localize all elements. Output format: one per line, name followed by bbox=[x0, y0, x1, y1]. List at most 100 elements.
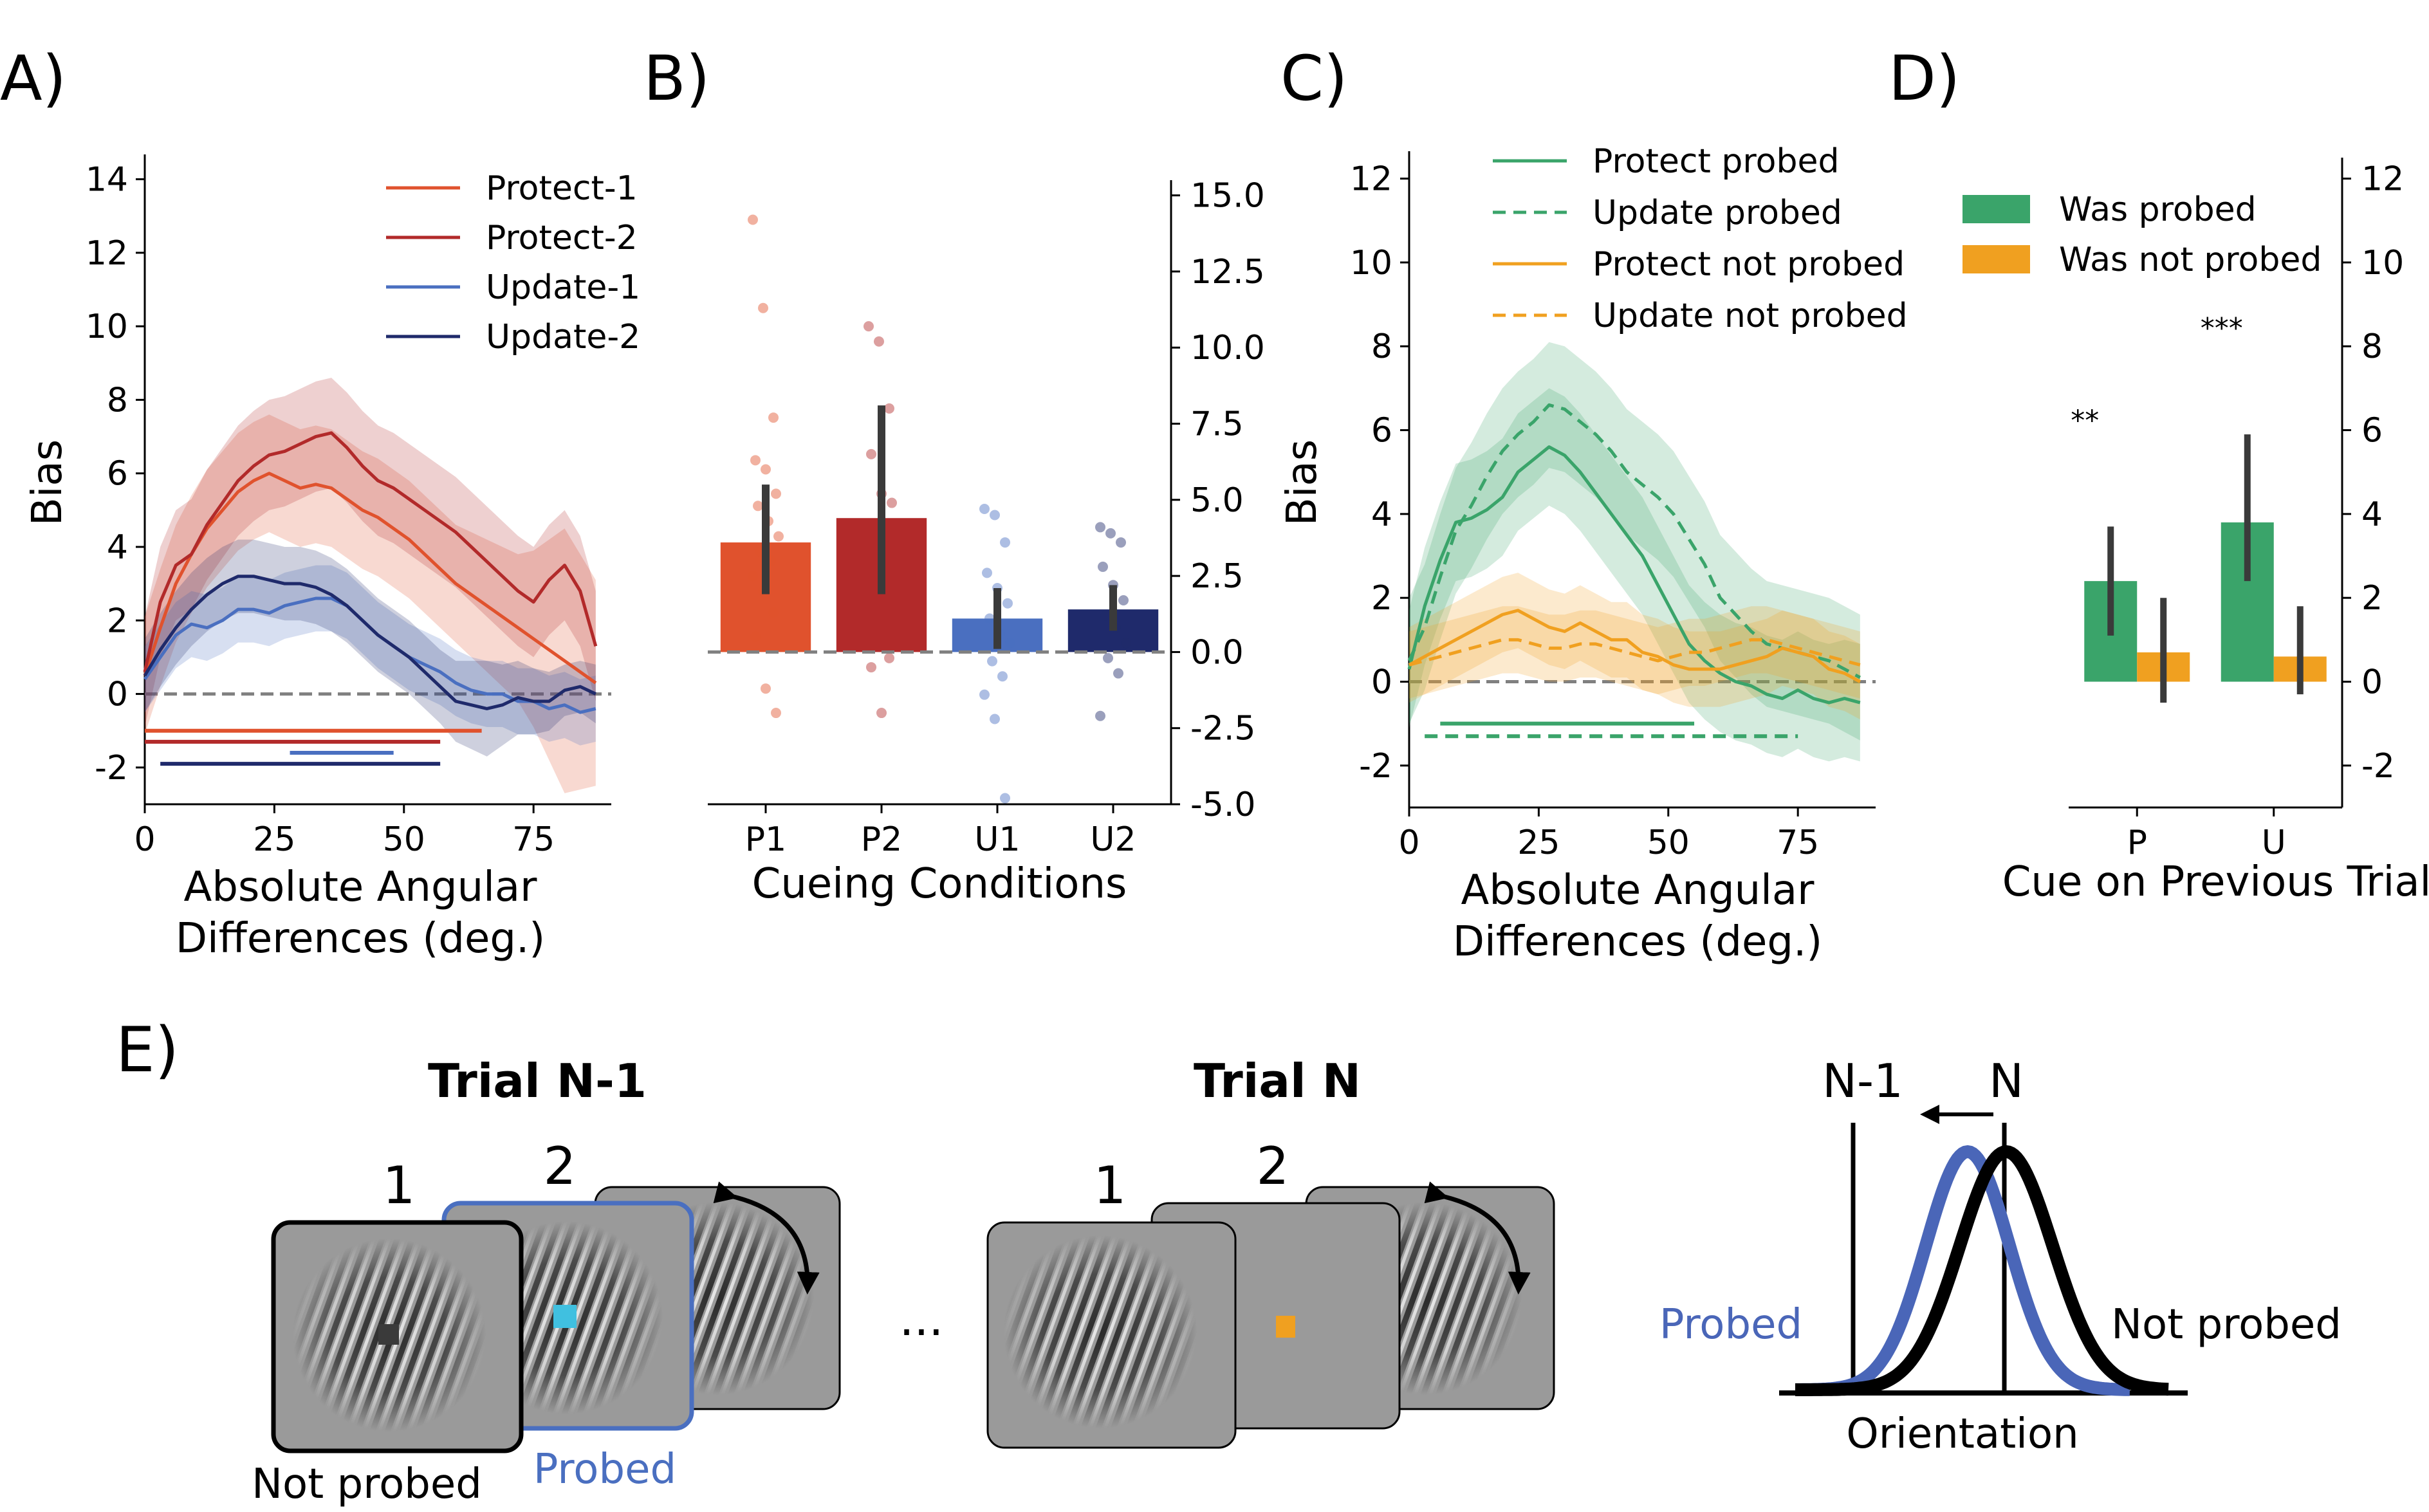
data-point bbox=[758, 302, 768, 313]
y-tick-label: 6 bbox=[1371, 412, 1392, 450]
legend-label: Update probed bbox=[1593, 194, 1842, 232]
data-point bbox=[761, 683, 771, 694]
not-probed-curve bbox=[1795, 1145, 2169, 1396]
data-point bbox=[979, 504, 990, 515]
x-tick-label: U2 bbox=[1090, 820, 1136, 859]
x-tick-label: 0 bbox=[1398, 824, 1419, 862]
ci-band bbox=[145, 414, 596, 793]
x-tick-label: U bbox=[2262, 824, 2286, 862]
ci-band bbox=[1409, 388, 1860, 762]
ci-band bbox=[1409, 342, 1860, 741]
legend-label: Was probed bbox=[2059, 190, 2257, 229]
y-tick-label: 6 bbox=[107, 455, 128, 493]
data-point bbox=[979, 689, 990, 700]
legend-label: Protect-1 bbox=[486, 169, 638, 208]
data-point bbox=[773, 531, 784, 542]
x-tick-label: P1 bbox=[745, 820, 786, 859]
x-tick-label: P2 bbox=[861, 820, 902, 859]
y-tick-label: -5.0 bbox=[1190, 786, 1255, 824]
series-line bbox=[143, 575, 596, 710]
y-tick-label: 10 bbox=[2361, 244, 2404, 282]
x-tick-label: 25 bbox=[1517, 824, 1560, 862]
y-tick-label: 2 bbox=[1371, 579, 1392, 618]
data-point bbox=[771, 708, 781, 719]
probed-label: Probed bbox=[533, 1446, 676, 1493]
data-point bbox=[1118, 595, 1129, 605]
y-tick-label: 6 bbox=[2361, 412, 2383, 450]
y-tick-label: 12 bbox=[2361, 160, 2404, 199]
x-tick-label: 0 bbox=[134, 820, 155, 859]
series-line bbox=[143, 431, 598, 672]
data-point bbox=[1121, 638, 1131, 649]
x-axis-label: Cue on Previous Trial bbox=[2002, 858, 2429, 906]
data-point bbox=[869, 525, 879, 536]
not-probed-label: Not probed bbox=[252, 1461, 482, 1508]
data-point bbox=[1095, 710, 1105, 721]
data-point bbox=[876, 708, 887, 719]
y-tick-label: 12 bbox=[86, 234, 128, 273]
data-point bbox=[750, 455, 761, 466]
data-point bbox=[866, 662, 876, 673]
data-point bbox=[987, 656, 997, 667]
trial-curr-title: Trial N bbox=[1194, 1054, 1361, 1108]
x-axis-label: Differences (deg.) bbox=[1453, 918, 1823, 966]
y-tick-label: 0 bbox=[107, 676, 128, 714]
panel-label-e: E) bbox=[116, 1014, 179, 1086]
y-tick-label: 12.5 bbox=[1190, 253, 1265, 291]
probed-curve bbox=[1795, 1145, 2130, 1396]
data-point bbox=[866, 448, 876, 459]
panel-label-c: C) bbox=[1280, 42, 1347, 115]
y-tick-label: 4 bbox=[1371, 495, 1392, 534]
curve-xlabel: Orientation bbox=[1846, 1410, 2078, 1458]
y-tick-label: 10 bbox=[1350, 244, 1392, 282]
x-tick-label: P bbox=[2127, 824, 2147, 862]
data-point bbox=[864, 321, 874, 332]
data-point bbox=[1002, 598, 1013, 609]
orange-fixation-square bbox=[1276, 1316, 1295, 1338]
y-tick-label: 8 bbox=[107, 381, 128, 419]
series-line bbox=[1408, 638, 1861, 667]
x-axis-label: Cueing Conditions bbox=[752, 860, 1127, 908]
x-tick-label: 50 bbox=[1647, 824, 1690, 862]
curve-label-prev: N-1 bbox=[1822, 1054, 1903, 1108]
y-axis-label: Bias bbox=[24, 439, 71, 526]
y-tick-label: 4 bbox=[2361, 495, 2383, 534]
legend-label: Was not probed bbox=[2059, 241, 2322, 279]
y-tick-label: 5.0 bbox=[1190, 481, 1244, 520]
y-tick-label: 4 bbox=[107, 528, 128, 567]
bias-schematic: N-1 N Probed Not probed Orientation bbox=[1659, 1054, 2341, 1458]
significance-annotation: *** bbox=[2201, 312, 2243, 345]
panel-label-b: B) bbox=[643, 42, 710, 115]
panel-label-d: D) bbox=[1889, 42, 1960, 115]
curve-probed-label: Probed bbox=[1659, 1301, 1802, 1349]
y-tick-label: 0 bbox=[2361, 663, 2383, 702]
data-point bbox=[874, 336, 884, 347]
series-line bbox=[143, 472, 597, 685]
y-tick-label: -2 bbox=[1359, 747, 1392, 786]
data-point bbox=[771, 488, 781, 499]
y-tick-label: 2 bbox=[2361, 579, 2383, 618]
x-tick-label: 75 bbox=[1777, 824, 1819, 862]
trial-prev-frame2-number: 2 bbox=[544, 1136, 577, 1196]
y-tick-label: 14 bbox=[86, 161, 128, 199]
y-axis-label: Bias bbox=[1279, 439, 1326, 526]
data-point bbox=[990, 510, 1000, 521]
y-tick-label: 10 bbox=[86, 308, 128, 346]
data-point bbox=[748, 214, 758, 225]
data-point bbox=[1105, 528, 1116, 539]
y-tick-label: 7.5 bbox=[1190, 405, 1244, 444]
data-point bbox=[761, 464, 771, 475]
data-point bbox=[997, 671, 1008, 682]
ci-band bbox=[145, 539, 596, 757]
data-point bbox=[1098, 561, 1108, 572]
y-tick-label: 8 bbox=[2361, 327, 2383, 366]
y-tick-label: 2.5 bbox=[1190, 557, 1244, 596]
x-axis-label: Absolute Angular bbox=[1461, 867, 1815, 914]
significance-annotation: ** bbox=[2071, 404, 2099, 437]
panel-label-a: A) bbox=[0, 42, 66, 115]
data-point bbox=[750, 631, 761, 642]
legend-label: Update not probed bbox=[1593, 297, 1908, 335]
legend-label: Protect not probed bbox=[1593, 245, 1905, 284]
